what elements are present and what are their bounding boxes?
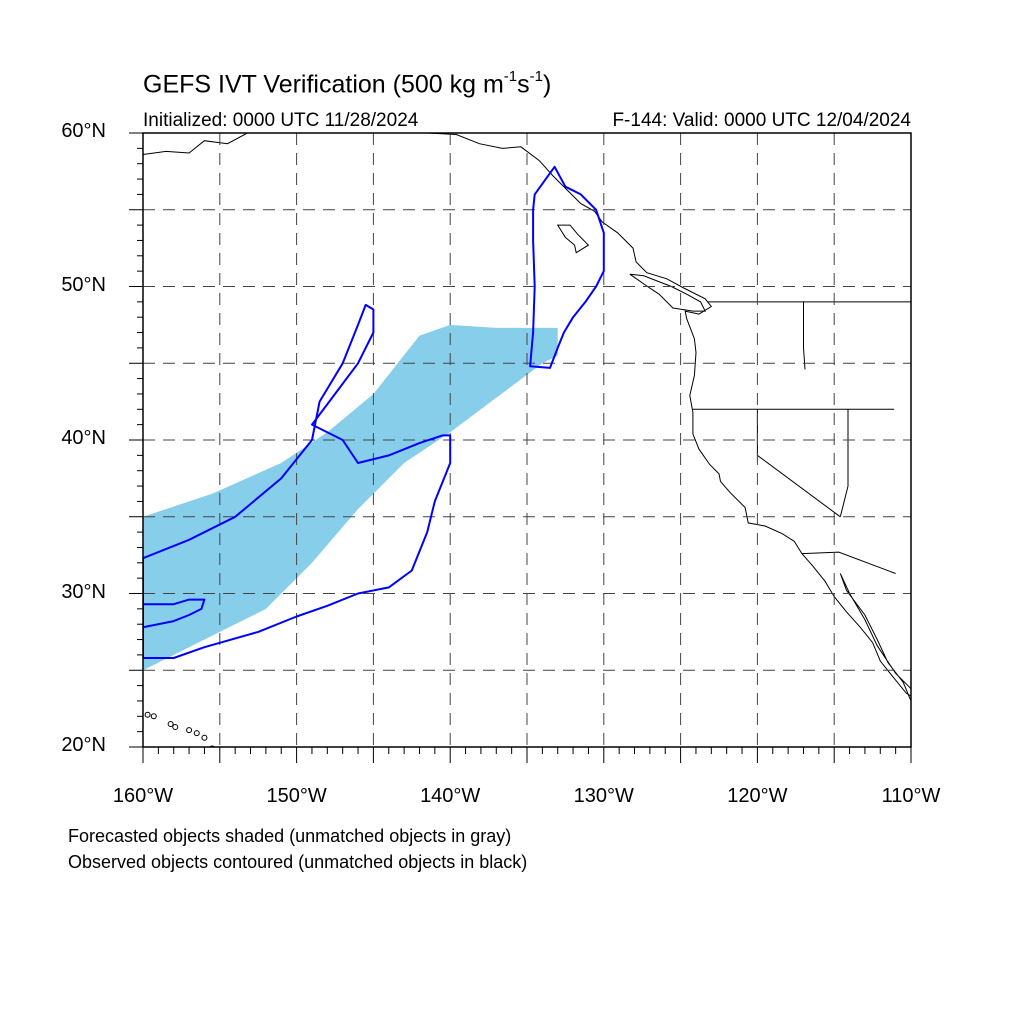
state-border xyxy=(801,551,896,574)
hawaii-island xyxy=(193,730,200,737)
hawaii-island xyxy=(186,727,193,734)
title-text: GEFS IVT Verification (500 kg m xyxy=(143,70,504,99)
map-title: GEFS IVT Verification (500 kg m-1s-1) xyxy=(143,68,552,99)
hawaii-island xyxy=(201,734,208,741)
hawaii-island xyxy=(209,745,215,747)
latitude-label: 30°N xyxy=(61,580,106,603)
hawaii-island xyxy=(172,724,179,731)
state-border xyxy=(839,409,849,517)
longitude-label: 160°W xyxy=(112,785,174,807)
forecast-legend-note: Forecasted objects shaded (unmatched obj… xyxy=(68,826,512,846)
latitude-label: 60°N xyxy=(61,120,106,142)
forecast-object xyxy=(143,324,558,671)
longitude-label: 140°W xyxy=(420,785,481,807)
init-time-label: Initialized: 0000 UTC 11/28/2024 xyxy=(143,110,419,131)
longitude-label: 150°W xyxy=(266,785,327,807)
coastline-layer xyxy=(143,133,911,747)
title-unit-s: s xyxy=(517,70,530,99)
latitude-label: 20°N xyxy=(61,734,106,756)
observed-object-contour xyxy=(143,303,452,659)
forecast-layer xyxy=(143,324,558,671)
hawaii-island xyxy=(144,711,151,718)
longitude-label: 120°W xyxy=(727,785,788,807)
observed-legend-note: Observed objects contoured (unmatched ob… xyxy=(68,852,528,872)
north-america-coastline xyxy=(427,133,911,702)
hawaii-island xyxy=(150,713,157,720)
state-border xyxy=(756,409,841,518)
state-border xyxy=(803,301,806,370)
axis-ticks xyxy=(129,132,912,763)
longitude-label: 130°W xyxy=(573,785,634,807)
latitude-label: 40°N xyxy=(61,427,106,449)
haida-gwaii xyxy=(556,224,590,254)
observed-object-contour xyxy=(529,165,605,369)
observed-layer xyxy=(143,165,605,659)
gridlines xyxy=(143,133,911,747)
title-close-paren: ) xyxy=(542,70,552,99)
latitude-label: 50°N xyxy=(61,273,106,296)
longitude-label: 110°W xyxy=(881,785,941,807)
alaska-coastline xyxy=(143,133,248,155)
title-exponent-1: -1 xyxy=(503,68,518,85)
hawaii-island xyxy=(167,720,174,727)
title-exponent-2: -1 xyxy=(529,68,543,85)
map-frame xyxy=(142,132,912,748)
observed-object-contour xyxy=(143,598,206,629)
valid-time-label: F-144: Valid: 0000 UTC 12/04/2024 xyxy=(612,110,911,131)
